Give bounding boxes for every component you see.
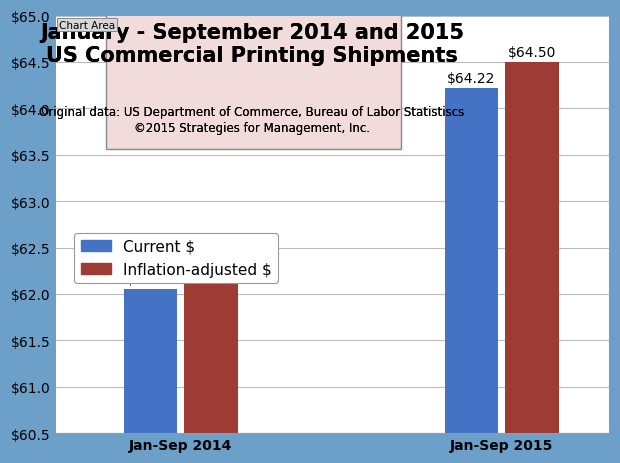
Text: Original data: US Department of Commerce, Bureau of Labor Statistiscs
©2015 Stra: Original data: US Department of Commerce… [40, 106, 465, 135]
Bar [184, 267, 237, 463]
Text: Chart Area: Chart Area [59, 21, 115, 31]
Bar [505, 63, 559, 463]
FancyBboxPatch shape [105, 10, 402, 150]
Text: $64.50: $64.50 [508, 46, 556, 60]
Bar [445, 89, 498, 463]
Text: $64.22: $64.22 [447, 72, 495, 86]
Bar [123, 290, 177, 463]
Text: Original data: US Department of Commerce, Bureau of Labor Statistiscs
©2015 Stra: Original data: US Department of Commerce… [40, 106, 465, 135]
Text: $62.05: $62.05 [126, 273, 174, 287]
Text: $62.30: $62.30 [187, 250, 235, 264]
Legend: Current $, Inflation-adjusted $: Current $, Inflation-adjusted $ [74, 233, 278, 283]
Text: January - September 2014 and 2015
US Commercial Printing Shipments: January - September 2014 and 2015 US Com… [40, 23, 464, 66]
Text: January - September 2014 and 2015
US Commercial Printing Shipments: January - September 2014 and 2015 US Com… [40, 23, 464, 66]
